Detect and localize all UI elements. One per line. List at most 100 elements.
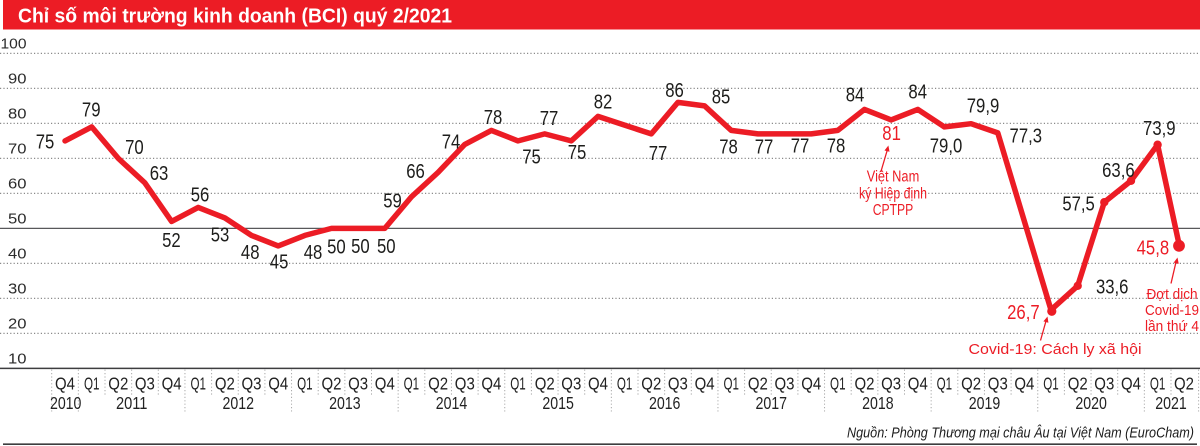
svg-text:48: 48 <box>241 242 260 264</box>
svg-text:77: 77 <box>791 136 810 158</box>
svg-text:77: 77 <box>649 143 668 165</box>
svg-text:2012: 2012 <box>223 393 255 413</box>
svg-text:79: 79 <box>82 99 101 121</box>
svg-text:Q2: Q2 <box>855 374 875 394</box>
svg-text:2019: 2019 <box>969 393 1001 413</box>
svg-text:45,8: 45,8 <box>1137 238 1170 260</box>
svg-text:50: 50 <box>8 212 27 228</box>
svg-text:CPTPP: CPTPP <box>873 202 914 219</box>
svg-text:50: 50 <box>351 236 370 258</box>
svg-text:Việt Nam: Việt Nam <box>867 168 920 185</box>
svg-text:Q1: Q1 <box>297 374 313 394</box>
svg-text:45: 45 <box>270 252 289 274</box>
svg-text:Q4: Q4 <box>1121 374 1141 394</box>
svg-text:2011: 2011 <box>116 393 148 413</box>
svg-text:Q3: Q3 <box>775 374 795 394</box>
svg-text:Q1: Q1 <box>190 374 206 394</box>
svg-text:Q2: Q2 <box>108 374 128 394</box>
svg-text:Nguồn: Phòng Thương mại châu Â: Nguồn: Phòng Thương mại châu Âu tại Việt… <box>847 425 1194 442</box>
svg-text:ký Hiệp định: ký Hiệp định <box>859 185 927 202</box>
svg-text:Q4: Q4 <box>481 374 501 394</box>
svg-text:26,7: 26,7 <box>1007 302 1040 324</box>
svg-text:70: 70 <box>125 137 144 159</box>
svg-text:Q3: Q3 <box>881 374 901 394</box>
svg-text:Q1: Q1 <box>404 374 420 394</box>
svg-text:30: 30 <box>8 282 27 298</box>
svg-text:33,6: 33,6 <box>1096 276 1129 298</box>
svg-text:2015: 2015 <box>542 393 574 413</box>
svg-text:Q2: Q2 <box>641 374 661 394</box>
svg-text:2010: 2010 <box>50 393 82 413</box>
svg-text:50: 50 <box>377 236 396 258</box>
svg-text:10: 10 <box>8 352 27 368</box>
svg-text:Covid-19: Cách ly xã hội: Covid-19: Cách ly xã hội <box>969 341 1142 358</box>
svg-text:Q4: Q4 <box>375 374 395 394</box>
svg-text:79,9: 79,9 <box>967 95 1000 117</box>
svg-text:53: 53 <box>211 224 230 246</box>
svg-text:86: 86 <box>665 80 684 102</box>
svg-text:79,0: 79,0 <box>930 136 963 158</box>
svg-text:40: 40 <box>8 247 27 263</box>
svg-text:Q2: Q2 <box>1068 374 1088 394</box>
svg-text:Covid-19: Covid-19 <box>1145 303 1199 319</box>
svg-text:70: 70 <box>8 142 27 158</box>
svg-text:Q1: Q1 <box>510 374 526 394</box>
svg-text:Q4: Q4 <box>908 374 928 394</box>
svg-text:Q1: Q1 <box>84 374 100 394</box>
svg-text:59: 59 <box>383 191 402 213</box>
svg-text:Q4: Q4 <box>588 374 608 394</box>
svg-text:80: 80 <box>8 107 27 123</box>
svg-text:Q2: Q2 <box>748 374 768 394</box>
svg-text:78: 78 <box>484 107 503 129</box>
svg-text:84: 84 <box>846 85 865 107</box>
svg-text:66: 66 <box>406 161 425 183</box>
svg-text:lần thứ 4: lần thứ 4 <box>1145 319 1199 335</box>
svg-text:Q2: Q2 <box>1174 374 1194 394</box>
svg-text:Q1: Q1 <box>830 374 846 394</box>
svg-text:Q3: Q3 <box>455 374 475 394</box>
svg-text:75: 75 <box>522 147 541 169</box>
svg-text:20: 20 <box>8 317 27 333</box>
svg-text:2016: 2016 <box>649 393 681 413</box>
svg-text:Q1: Q1 <box>1043 374 1059 394</box>
svg-text:Q3: Q3 <box>242 374 262 394</box>
svg-text:77: 77 <box>540 108 559 130</box>
svg-text:Q4: Q4 <box>801 374 821 394</box>
svg-text:50: 50 <box>327 236 346 258</box>
svg-text:81: 81 <box>882 123 901 145</box>
svg-text:77: 77 <box>755 137 774 159</box>
svg-text:Q2: Q2 <box>428 374 448 394</box>
svg-text:78: 78 <box>827 136 846 158</box>
svg-text:63,6: 63,6 <box>1102 160 1135 182</box>
svg-text:Q3: Q3 <box>1094 374 1114 394</box>
svg-text:74: 74 <box>442 132 461 154</box>
svg-text:Q2: Q2 <box>322 374 342 394</box>
svg-text:75: 75 <box>568 142 587 164</box>
svg-text:Q3: Q3 <box>668 374 688 394</box>
svg-text:Q3: Q3 <box>988 374 1008 394</box>
svg-text:56: 56 <box>191 185 210 207</box>
svg-text:73,9: 73,9 <box>1143 118 1176 140</box>
svg-text:Q4: Q4 <box>695 374 715 394</box>
svg-text:2014: 2014 <box>436 393 468 413</box>
svg-text:84: 84 <box>908 82 927 104</box>
svg-text:60: 60 <box>8 177 27 193</box>
svg-text:Q1: Q1 <box>617 374 633 394</box>
svg-text:2021: 2021 <box>1155 393 1187 413</box>
svg-text:78: 78 <box>719 137 738 159</box>
svg-text:75: 75 <box>36 132 55 154</box>
svg-text:Q1: Q1 <box>937 374 953 394</box>
svg-text:Q4: Q4 <box>268 374 288 394</box>
svg-text:Q1: Q1 <box>723 374 739 394</box>
svg-text:Đợt dịch: Đợt dịch <box>1147 287 1198 303</box>
svg-text:Q4: Q4 <box>1014 374 1034 394</box>
svg-text:2018: 2018 <box>862 393 894 413</box>
svg-text:Q3: Q3 <box>348 374 368 394</box>
svg-text:63: 63 <box>150 163 169 185</box>
svg-text:Q3: Q3 <box>561 374 581 394</box>
svg-text:77,3: 77,3 <box>1010 126 1043 148</box>
svg-text:85: 85 <box>712 87 731 109</box>
svg-text:2017: 2017 <box>756 393 788 413</box>
svg-text:2013: 2013 <box>329 393 361 413</box>
svg-text:Q1: Q1 <box>1150 374 1166 394</box>
